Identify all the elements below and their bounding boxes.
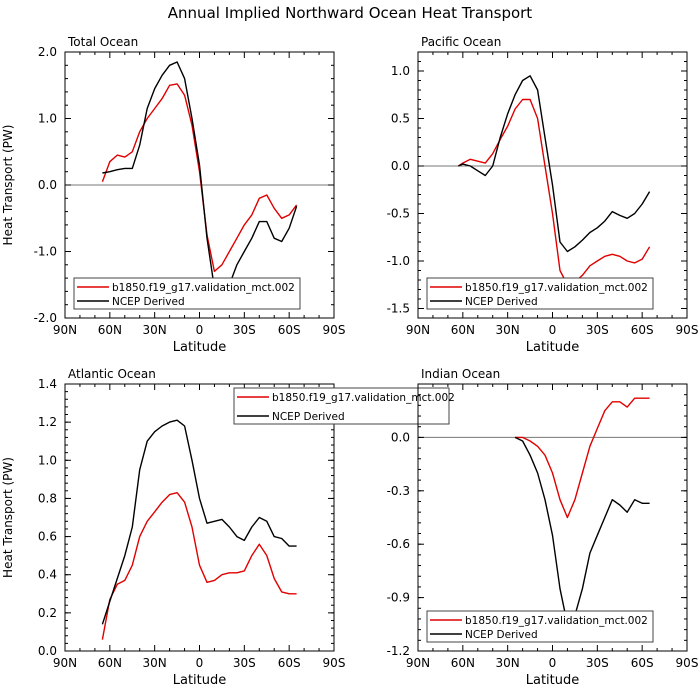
pacific-y-tick-label: 0.5 [391, 112, 410, 126]
atlantic-y-axis-label: Heat Transport (PW) [1, 457, 15, 578]
atlantic-y-tick-label: 0.6 [38, 530, 57, 544]
total-legend-box [73, 277, 301, 310]
indian-y-tick-label: -0.9 [387, 591, 410, 605]
total-y-tick-label: 2.0 [38, 45, 57, 59]
atlantic-legend-label: b1850.f19_g17.validation_mct.002 [272, 392, 455, 404]
pacific-x-tick-label: 30S [586, 323, 609, 337]
total-y-tick-label: -2.0 [34, 311, 57, 325]
indian-legend-label: NCEP Derived [465, 629, 538, 641]
indian-x-tick-label: 60S [631, 656, 654, 670]
pacific-x-axis-label: Latitude [526, 340, 580, 355]
pacific-legend-label: b1850.f19_g17.validation_mct.002 [465, 282, 648, 294]
atlantic-y-tick-label: 0.8 [38, 491, 57, 505]
pacific-model-line [458, 98, 651, 286]
total-x-axis-label: Latitude [173, 340, 227, 355]
atlantic-x-tick-label: 90S [323, 656, 346, 670]
indian-x-tick-label: 90S [676, 656, 699, 670]
atlantic-y-tick-label: 1.0 [38, 453, 57, 467]
atlantic-model-line [101, 492, 297, 640]
indian-x-tick-label: 90N [406, 656, 430, 670]
pacific-y-tick-label: 0.0 [391, 159, 410, 173]
total-y-tick-label: 1.0 [38, 112, 57, 126]
total-panel-title: Total Ocean [67, 35, 138, 49]
total-model-line [101, 83, 298, 273]
atlantic-y-tick-label: 1.2 [38, 415, 57, 429]
atlantic-x-tick-label: 60N [98, 656, 122, 670]
pacific-x-tick-label: 90S [676, 323, 699, 337]
indian-y-tick-label: -0.3 [387, 484, 410, 498]
indian-y-tick-label: 0.0 [391, 430, 410, 444]
indian-legend-box [426, 610, 654, 643]
total-ncep-line [102, 61, 298, 296]
atlantic-x-tick-label: 60S [278, 656, 301, 670]
page-title: Annual Implied Northward Ocean Heat Tran… [168, 4, 533, 22]
total-x-tick-label: 90N [53, 323, 77, 337]
total-x-tick-label: 30S [233, 323, 256, 337]
total-legend-label: b1850.f19_g17.validation_mct.002 [112, 282, 295, 294]
atlantic-x-tick-label: 30N [143, 656, 167, 670]
atlantic-panel-title: Atlantic Ocean [68, 367, 156, 381]
atlantic-legend-label: NCEP Derived [272, 411, 345, 423]
indian-x-tick-label: 30N [496, 656, 520, 670]
indian-model-line [515, 397, 650, 519]
indian-x-tick-label: 30S [586, 656, 609, 670]
atlantic-y-tick-label: 0.0 [38, 644, 57, 658]
indian-x-tick-label: 60N [451, 656, 475, 670]
pacific-legend-label: NCEP Derived [465, 296, 538, 308]
atlantic-y-tick-label: 0.4 [38, 568, 57, 582]
pacific-x-tick-label: 60N [451, 323, 475, 337]
pacific-x-tick-label: 60S [631, 323, 654, 337]
total-x-tick-label: 60N [98, 323, 122, 337]
atlantic-ncep-line [101, 419, 297, 625]
total-y-axis-label: Heat Transport (PW) [1, 125, 15, 246]
pacific-y-tick-label: 1.0 [391, 64, 410, 78]
pacific-panel-title: Pacific Ocean [421, 35, 501, 49]
total-y-tick-label: -1.0 [34, 245, 57, 259]
atlantic-x-tick-label: 30S [233, 656, 256, 670]
atlantic-x-tick-label: 0 [196, 656, 204, 670]
indian-ncep-line [514, 436, 650, 625]
indian-legend-label: b1850.f19_g17.validation_mct.002 [465, 615, 648, 627]
total-x-tick-label: 60S [278, 323, 301, 337]
indian-x-tick-label: 0 [549, 656, 557, 670]
indian-panel-title: Indian Ocean [421, 367, 500, 381]
total-x-tick-label: 0 [196, 323, 204, 337]
total-x-tick-label: 30N [143, 323, 167, 337]
atlantic-x-axis-label: Latitude [173, 673, 227, 688]
indian-x-axis-label: Latitude [526, 673, 580, 688]
pacific-x-tick-label: 0 [549, 323, 557, 337]
atlantic-y-tick-label: 0.2 [38, 606, 57, 620]
indian-y-tick-label: -0.6 [387, 537, 410, 551]
atlantic-x-tick-label: 90N [53, 656, 77, 670]
pacific-y-tick-label: -1.0 [387, 254, 410, 268]
pacific-x-tick-label: 30N [496, 323, 520, 337]
pacific-ncep-line [458, 75, 651, 253]
pacific-legend-box [426, 277, 654, 310]
atlantic-y-tick-label: 1.4 [38, 377, 57, 391]
total-legend-label: NCEP Derived [112, 296, 185, 308]
pacific-y-tick-label: -0.5 [387, 207, 410, 221]
atlantic-legend-box [233, 387, 450, 425]
total-y-tick-label: 0.0 [38, 178, 57, 192]
pacific-y-tick-label: -1.5 [387, 302, 410, 316]
indian-y-tick-label: -1.2 [387, 644, 410, 658]
total-x-tick-label: 90S [323, 323, 346, 337]
pacific-x-tick-label: 90N [406, 323, 430, 337]
